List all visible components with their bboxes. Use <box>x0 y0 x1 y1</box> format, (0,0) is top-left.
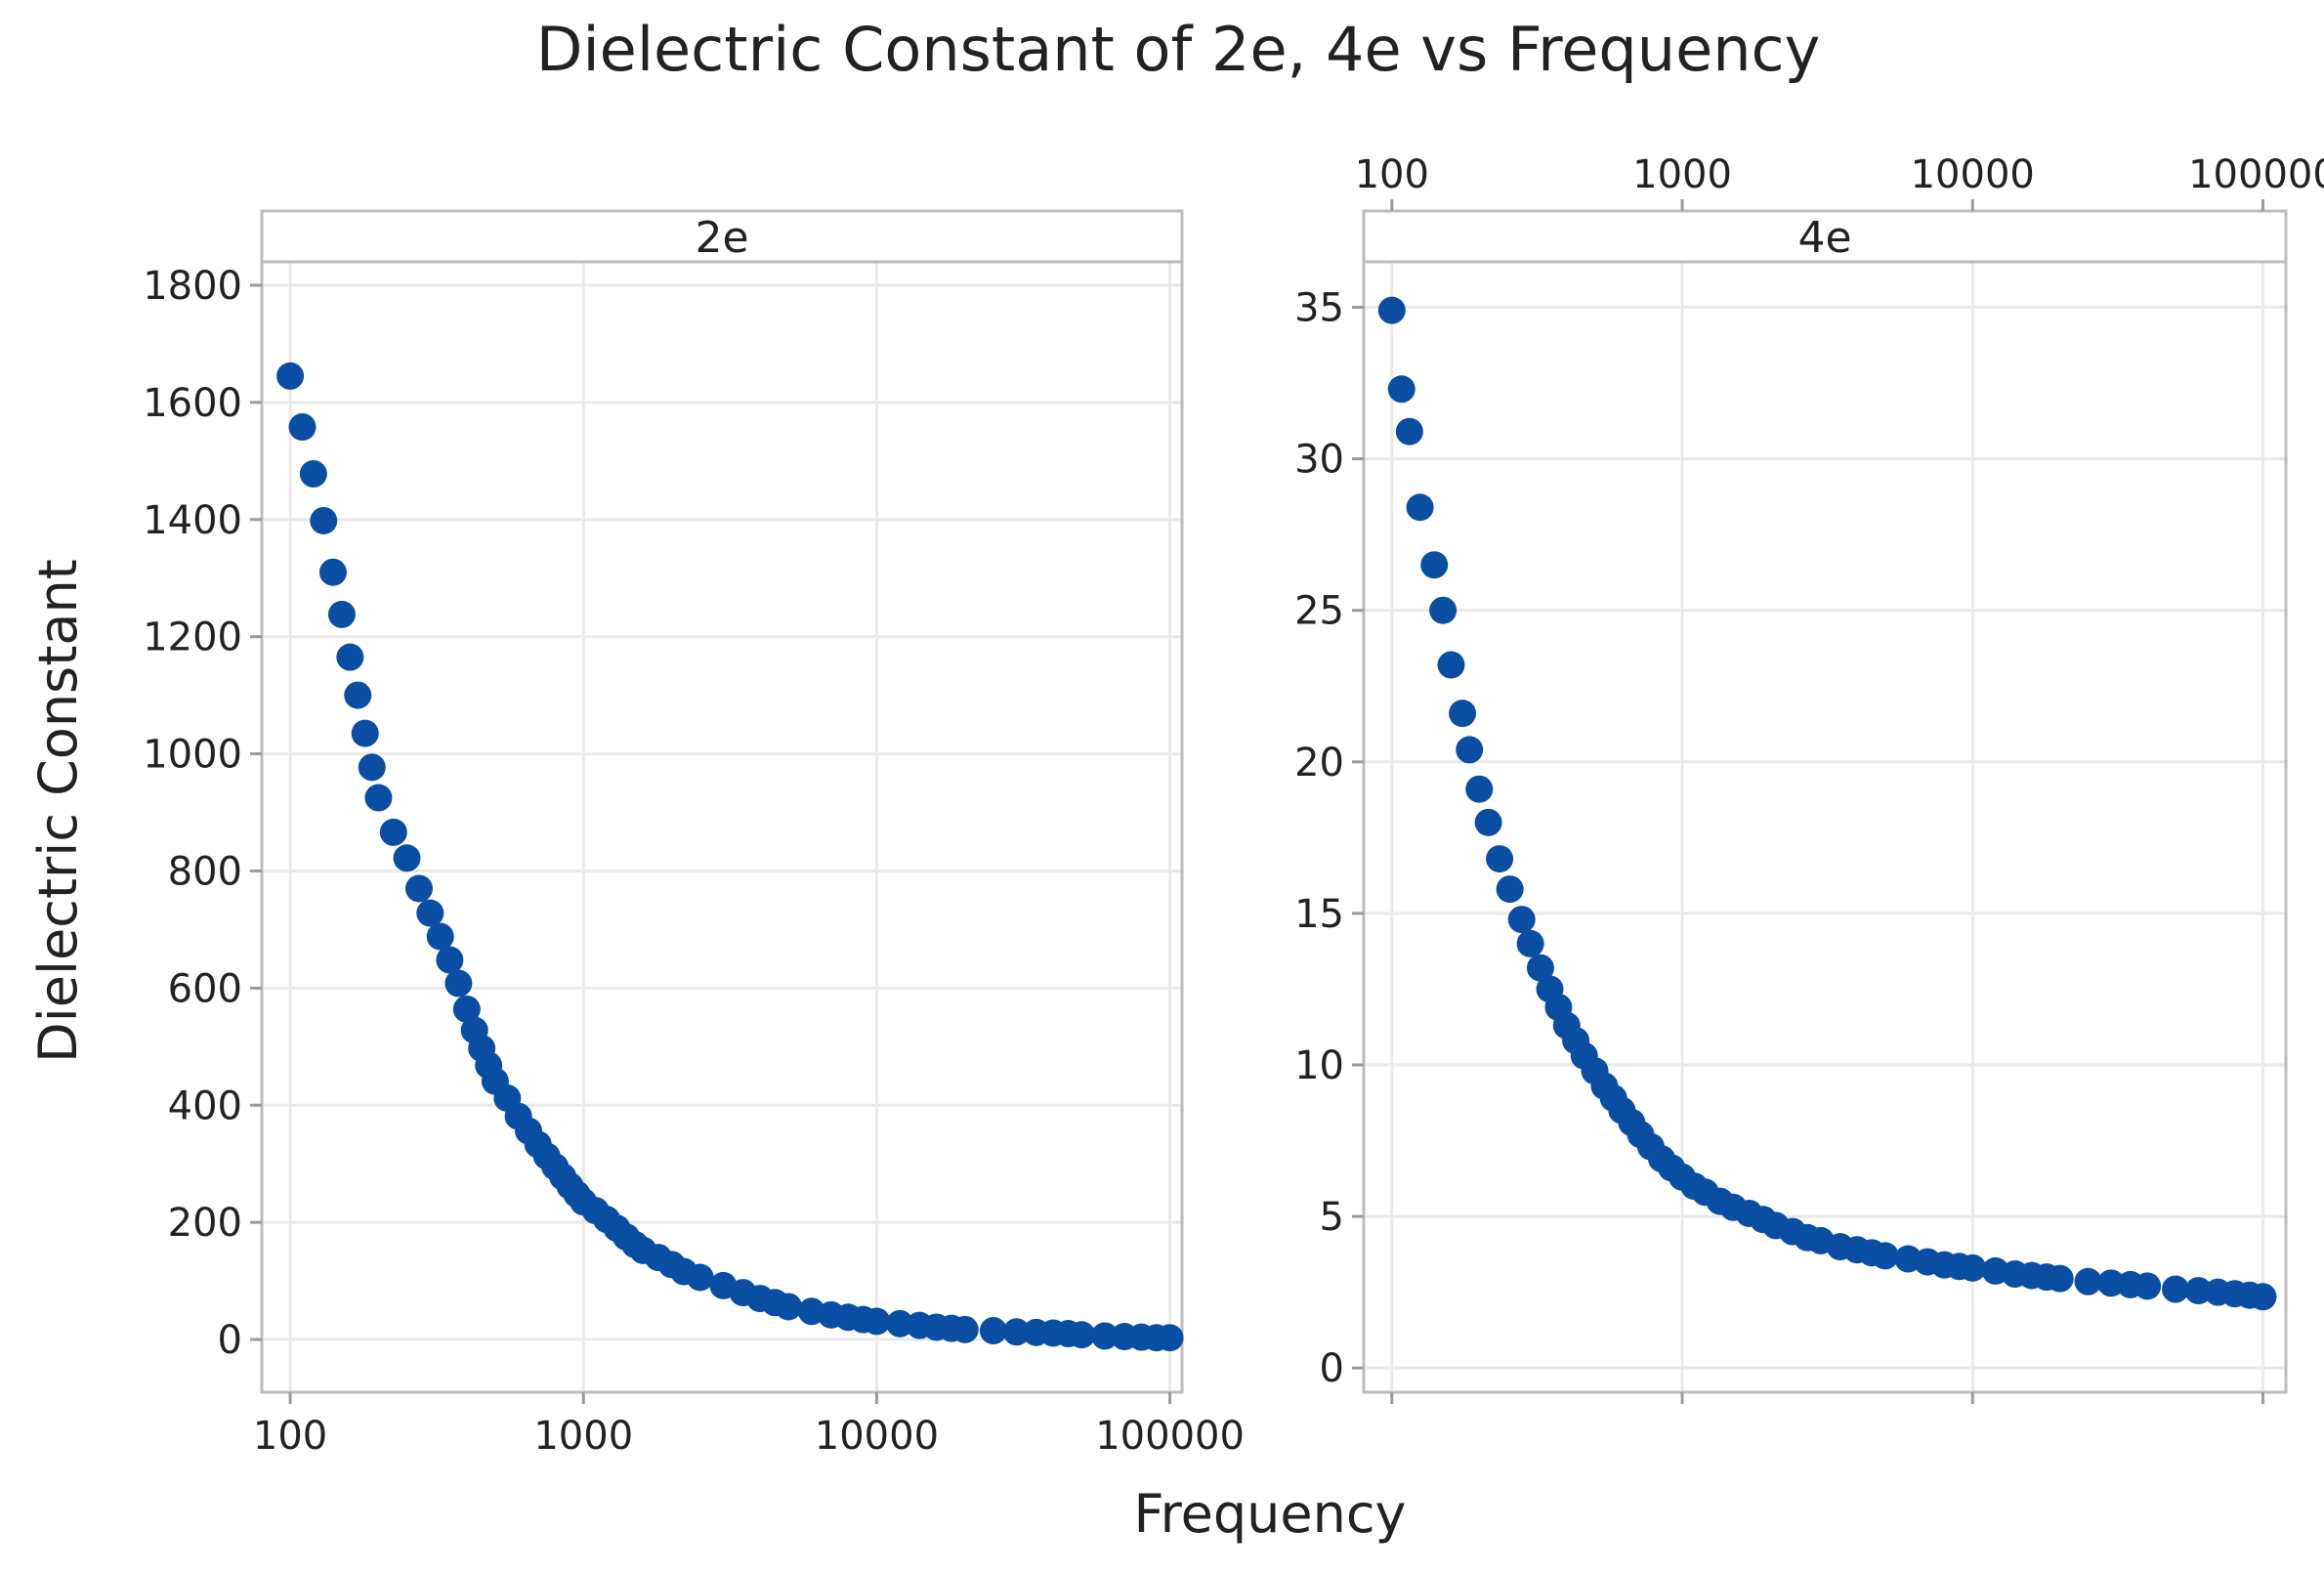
data-point <box>344 681 372 709</box>
panel-strip-label: 4e <box>1797 213 1851 263</box>
y-tick-label: 1400 <box>143 498 242 543</box>
data-point <box>979 1317 1007 1345</box>
data-point <box>951 1315 979 1343</box>
data-point <box>404 874 433 903</box>
data-point <box>1068 1321 1096 1349</box>
y-tick-label: 0 <box>218 1318 242 1363</box>
data-point <box>2249 1283 2277 1311</box>
data-point <box>436 946 464 974</box>
y-tick-label: 400 <box>168 1083 242 1128</box>
y-axis-title: Dielectric Constant <box>27 559 89 1063</box>
data-point <box>288 413 317 442</box>
data-point <box>2074 1267 2102 1295</box>
data-point <box>1002 1318 1031 1346</box>
x-tick-label: 10000 <box>1911 152 2035 197</box>
data-point <box>1406 493 1434 522</box>
data-point <box>310 506 338 534</box>
y-tick-label: 30 <box>1294 438 1344 483</box>
x-tick-label: 1000 <box>533 1414 633 1459</box>
data-point <box>863 1307 891 1336</box>
data-point <box>1486 845 1514 873</box>
data-point <box>1959 1253 1987 1282</box>
panel-2e: 2e 0 200 400 600 800 1000 1200 1400 1600 1800 100 10… <box>143 209 1245 1459</box>
x-tick-label: 1000 <box>1632 152 1732 197</box>
y-tick-label: 0 <box>1320 1346 1344 1391</box>
y-tick-label: 1000 <box>143 733 242 778</box>
data-point <box>426 922 454 951</box>
data-point <box>1437 651 1465 679</box>
y-tick-label: 800 <box>168 849 242 894</box>
data-point <box>276 361 305 390</box>
data-point <box>358 753 386 782</box>
y-tick-label: 10 <box>1294 1043 1344 1088</box>
y-tick-label: 25 <box>1294 589 1344 634</box>
x-axis-title: Frequency <box>1134 1483 1407 1545</box>
data-point <box>1465 775 1494 803</box>
data-point <box>318 558 347 586</box>
data-point <box>393 844 421 872</box>
data-point <box>1526 954 1554 982</box>
data-point <box>351 719 379 747</box>
panel-4e: 4e 0 5 10 15 20 25 30 35 100 1000 10000 100000 <box>1294 152 2324 1404</box>
data-point <box>1156 1324 1184 1352</box>
data-point <box>1871 1242 1899 1270</box>
data-point <box>1377 296 1406 324</box>
data-point <box>1449 700 1477 728</box>
chart-title: Dielectric Constant of 2e, 4e vs Frequen… <box>536 14 1821 85</box>
data-point <box>444 969 473 998</box>
data-point <box>364 784 393 812</box>
data-point <box>1420 551 1449 579</box>
data-point <box>327 600 356 628</box>
data-point <box>1090 1322 1119 1350</box>
data-point <box>1507 906 1536 934</box>
data-point <box>1429 596 1458 624</box>
data-point <box>2046 1264 2074 1293</box>
data-point <box>686 1263 714 1292</box>
data-point <box>1395 417 1423 446</box>
y-tick-label: 20 <box>1294 741 1344 786</box>
x-tick-label: 100 <box>253 1414 327 1459</box>
y-tick-label: 200 <box>168 1201 242 1246</box>
data-point <box>1387 375 1416 403</box>
panel-strip-label: 2e <box>695 213 748 263</box>
data-point <box>416 899 444 927</box>
y-tick-label: 600 <box>168 966 242 1011</box>
panel-strip <box>1362 209 2288 264</box>
data-point <box>1496 875 1524 904</box>
data-point <box>1474 808 1502 836</box>
x-tick-label: 10000 <box>815 1414 939 1459</box>
data-point <box>379 818 407 846</box>
data-point <box>299 460 327 488</box>
y-tick-label: 5 <box>1320 1195 1344 1240</box>
data-point <box>775 1293 803 1321</box>
data-point <box>2134 1272 2162 1300</box>
x-tick-label: 100000 <box>1095 1414 1245 1459</box>
panel-frame <box>260 209 1184 1394</box>
data-point <box>2097 1269 2126 1297</box>
data-point <box>1516 929 1544 957</box>
y-tick-label: 35 <box>1294 286 1344 331</box>
x-tick-label: 100 <box>1355 152 1429 197</box>
data-point <box>1456 736 1484 764</box>
y-tick-label: 1600 <box>143 381 242 426</box>
data-point <box>2161 1275 2189 1303</box>
data-point <box>336 643 364 671</box>
x-tick-label: 100000 <box>2188 152 2324 197</box>
data-point <box>452 995 481 1023</box>
y-tick-label: 15 <box>1294 892 1344 937</box>
data-point <box>886 1309 914 1337</box>
y-tick-label: 1200 <box>143 616 242 660</box>
y-tick-label: 1800 <box>143 264 242 309</box>
data-point <box>2184 1277 2213 1305</box>
panel-strip <box>260 209 1184 264</box>
